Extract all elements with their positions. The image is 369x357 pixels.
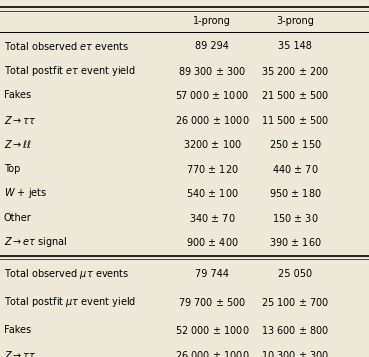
- Text: 11 500 $\pm$ 500: 11 500 $\pm$ 500: [261, 114, 330, 126]
- Text: Top: Top: [4, 164, 20, 174]
- Text: $W$ + jets: $W$ + jets: [4, 186, 47, 200]
- Text: Other: Other: [4, 213, 31, 223]
- Text: 25 050: 25 050: [278, 269, 312, 279]
- Text: 26 000 $\pm$ 1000: 26 000 $\pm$ 1000: [175, 349, 249, 357]
- Text: 150 $\pm$ 30: 150 $\pm$ 30: [272, 212, 318, 224]
- Text: 900 $\pm$ 400: 900 $\pm$ 400: [186, 236, 239, 248]
- Text: Total observed $e\tau$ events: Total observed $e\tau$ events: [4, 40, 129, 52]
- Text: 10 300 $\pm$ 300: 10 300 $\pm$ 300: [261, 349, 330, 357]
- Text: Total postfit $e\tau$ event yield: Total postfit $e\tau$ event yield: [4, 64, 136, 78]
- Text: 250 $\pm$ 150: 250 $\pm$ 150: [269, 138, 322, 150]
- Text: 390 $\pm$ 160: 390 $\pm$ 160: [269, 236, 322, 248]
- Text: 52 000 $\pm$ 1000: 52 000 $\pm$ 1000: [175, 325, 249, 337]
- Text: 35 148: 35 148: [278, 41, 312, 51]
- Text: 440 $\pm$ 70: 440 $\pm$ 70: [272, 163, 318, 175]
- Text: $Z \rightarrow e\tau$ signal: $Z \rightarrow e\tau$ signal: [4, 235, 68, 249]
- Text: 79 744: 79 744: [195, 269, 229, 279]
- Text: 79 700 $\pm$ 500: 79 700 $\pm$ 500: [178, 296, 246, 308]
- Text: 35 200 $\pm$ 200: 35 200 $\pm$ 200: [261, 65, 330, 77]
- Text: 770 $\pm$ 120: 770 $\pm$ 120: [186, 163, 238, 175]
- Text: 26 000 $\pm$ 1000: 26 000 $\pm$ 1000: [175, 114, 249, 126]
- Text: 89 300 $\pm$ 300: 89 300 $\pm$ 300: [178, 65, 246, 77]
- Text: 3200 $\pm$ 100: 3200 $\pm$ 100: [183, 138, 242, 150]
- Text: 340 $\pm$ 70: 340 $\pm$ 70: [189, 212, 235, 224]
- Text: 3-prong: 3-prong: [276, 16, 314, 26]
- Text: 89 294: 89 294: [195, 41, 229, 51]
- Text: Total observed $\mu\tau$ events: Total observed $\mu\tau$ events: [4, 267, 129, 281]
- Text: 21 500 $\pm$ 500: 21 500 $\pm$ 500: [261, 89, 330, 101]
- Text: 25 100 $\pm$ 700: 25 100 $\pm$ 700: [261, 296, 330, 308]
- Text: $Z \rightarrow \ell\ell$: $Z \rightarrow \ell\ell$: [4, 138, 32, 150]
- Text: 13 600 $\pm$ 800: 13 600 $\pm$ 800: [261, 325, 330, 337]
- Text: 57 000 $\pm$ 1000: 57 000 $\pm$ 1000: [175, 89, 249, 101]
- Text: $Z \rightarrow \tau\tau$: $Z \rightarrow \tau\tau$: [4, 349, 36, 357]
- Text: Fakes: Fakes: [4, 326, 31, 336]
- Text: 1-prong: 1-prong: [193, 16, 231, 26]
- Text: 540 $\pm$ 100: 540 $\pm$ 100: [186, 187, 239, 199]
- Text: $Z \rightarrow \tau\tau$: $Z \rightarrow \tau\tau$: [4, 114, 36, 126]
- Text: Total postfit $\mu\tau$ event yield: Total postfit $\mu\tau$ event yield: [4, 296, 136, 310]
- Text: 950 $\pm$ 180: 950 $\pm$ 180: [269, 187, 322, 199]
- Text: Fakes: Fakes: [4, 90, 31, 100]
